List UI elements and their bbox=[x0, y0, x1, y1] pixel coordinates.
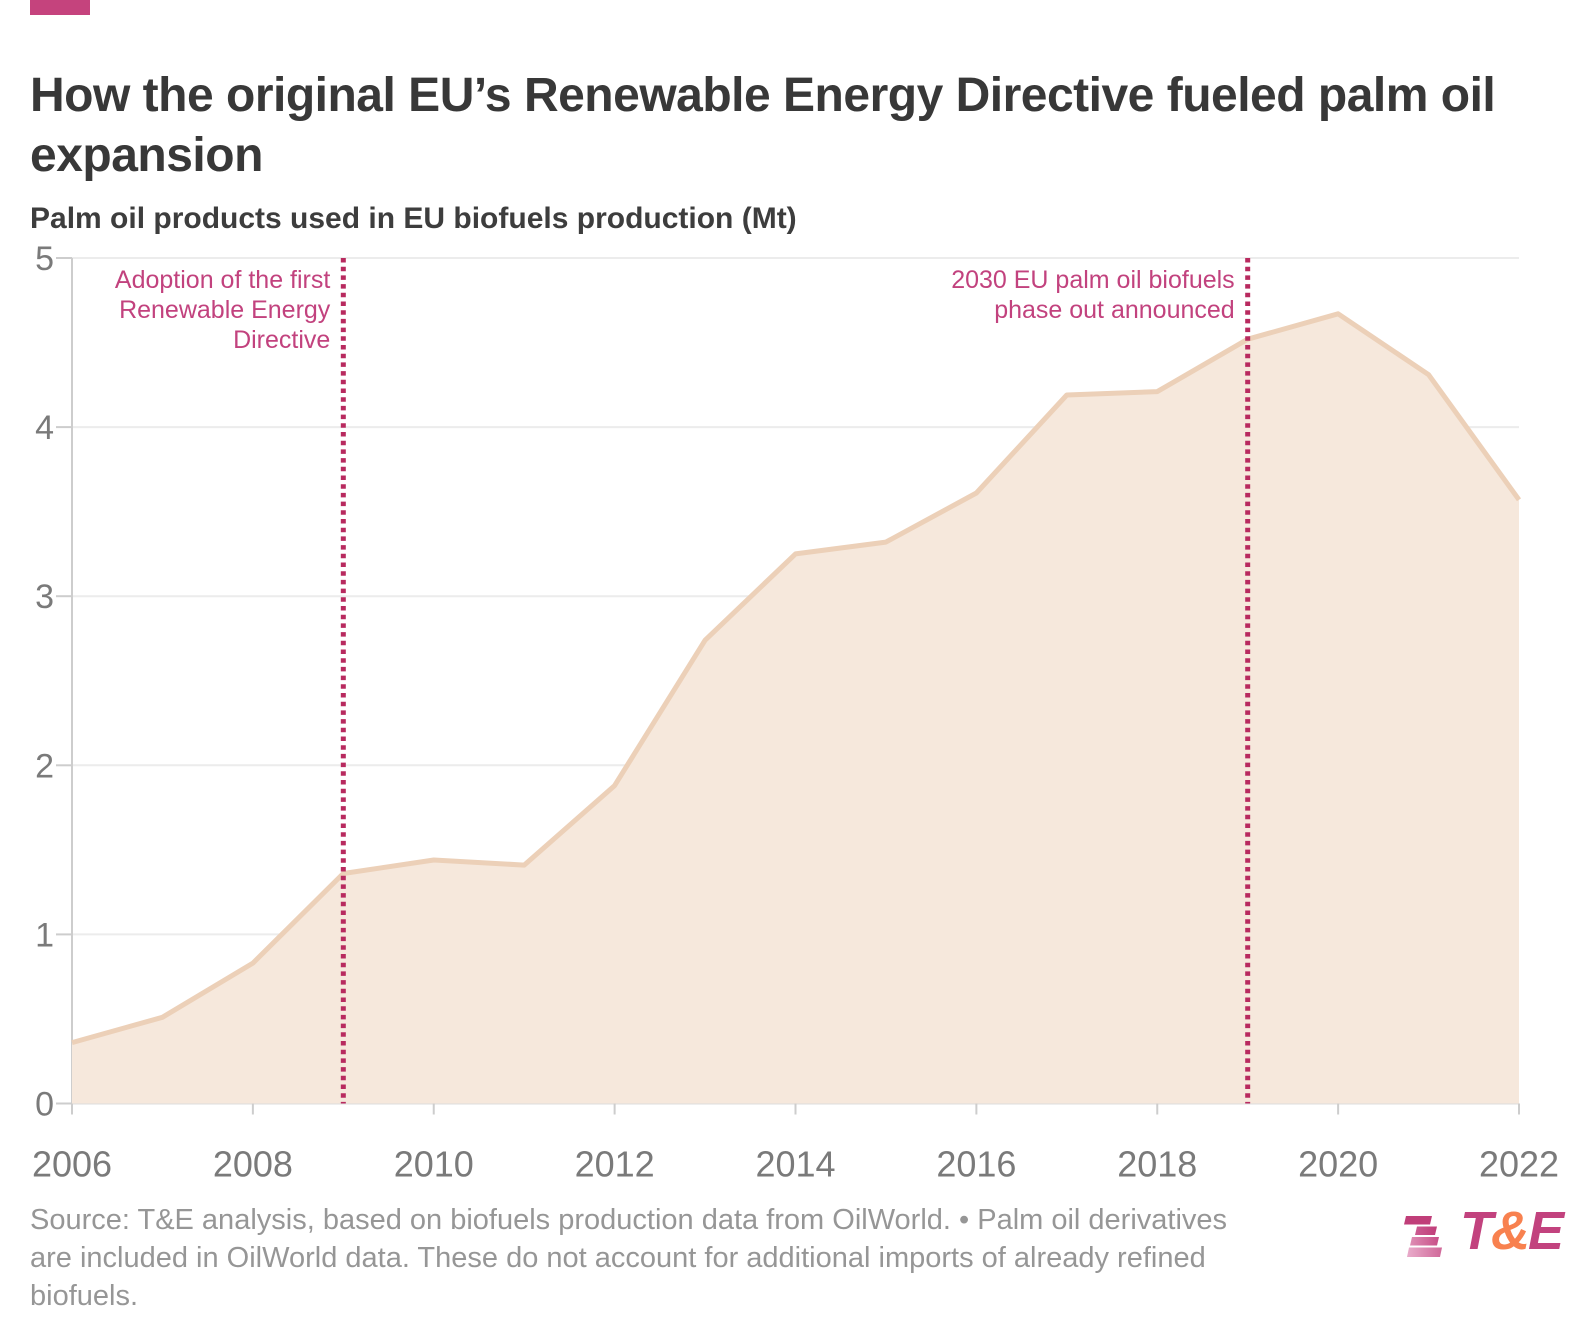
area-fill bbox=[72, 313, 1519, 1104]
logo-stripe-4 bbox=[1406, 1247, 1442, 1257]
xtick-label-2008: 2008 bbox=[213, 1144, 293, 1185]
chart-subtitle: Palm oil products used in EU biofuels pr… bbox=[30, 202, 797, 235]
annotation-red-2009: Adoption of the first Renewable Energy D… bbox=[114, 266, 331, 354]
te-logo-text: T&E bbox=[1459, 1201, 1564, 1261]
xtick-label-2016: 2016 bbox=[936, 1144, 1016, 1185]
xtick-label-2022: 2022 bbox=[1479, 1144, 1559, 1185]
logo-letter-t: T bbox=[1459, 1201, 1493, 1261]
ytick-label-0: 0 bbox=[35, 1086, 54, 1124]
ytick-label-2: 2 bbox=[35, 747, 54, 785]
xtick-label-2006: 2006 bbox=[32, 1144, 112, 1185]
source-note: Source: T&E analysis, based on biofuels … bbox=[30, 1204, 1228, 1312]
te-logo: T&E bbox=[1381, 1201, 1564, 1261]
logo-ampersand: & bbox=[1490, 1201, 1530, 1261]
te-logo-stripes-icon bbox=[1403, 1216, 1442, 1257]
ytick-label-5: 5 bbox=[35, 240, 54, 278]
logo-stripe-1 bbox=[1403, 1216, 1432, 1225]
ytick-label-3: 3 bbox=[35, 578, 54, 616]
annotation-phaseout-2019: 2030 EU palm oil biofuels phase out anno… bbox=[951, 266, 1235, 324]
accent-bar bbox=[30, 0, 90, 15]
xtick-label-2020: 2020 bbox=[1298, 1144, 1378, 1185]
xtick-label-2014: 2014 bbox=[755, 1144, 835, 1185]
area-top-line bbox=[71, 311, 1522, 1046]
ytick-label-4: 4 bbox=[35, 409, 54, 447]
logo-stripe-3 bbox=[1409, 1237, 1439, 1246]
logo-letter-e: E bbox=[1527, 1201, 1564, 1261]
logo-stripe-2 bbox=[1414, 1226, 1437, 1235]
xtick-label-2010: 2010 bbox=[394, 1144, 474, 1185]
xtick-label-2012: 2012 bbox=[575, 1144, 655, 1185]
ytick-label-1: 1 bbox=[35, 916, 54, 954]
page-title: How the original EU’s Renewable Energy D… bbox=[30, 69, 1496, 183]
xtick-label-2018: 2018 bbox=[1117, 1144, 1197, 1185]
